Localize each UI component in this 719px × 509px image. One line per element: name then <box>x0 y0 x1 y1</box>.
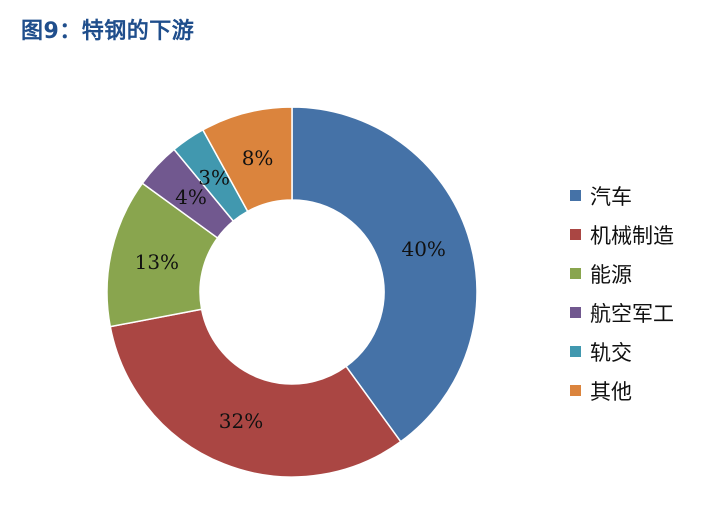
figure-title: 图9：特钢的下游 <box>21 19 195 44</box>
slice-label-1: 40% <box>401 237 445 261</box>
legend-label: 汽车 <box>590 184 632 209</box>
legend-label: 其他 <box>590 379 632 404</box>
slice-6 <box>201 106 293 213</box>
legend-label: 航空军工 <box>590 301 674 326</box>
legend-item-3: 能源 <box>570 254 674 293</box>
legend-item-2: 机械制造 <box>570 215 674 254</box>
legend-swatch <box>570 346 581 357</box>
legend-item-4: 航空军工 <box>570 293 674 332</box>
legend-swatch <box>570 190 581 201</box>
legend-label: 机械制造 <box>590 223 674 248</box>
legend-label: 能源 <box>590 262 632 287</box>
legend-swatch <box>570 385 581 396</box>
legend-label: 轨交 <box>590 340 632 365</box>
legend-item-1: 汽车 <box>570 176 674 215</box>
chart-legend: 汽车机械制造能源航空军工轨交其他 <box>570 176 674 410</box>
slice-label-3: 13% <box>135 250 179 274</box>
legend-swatch <box>570 268 581 279</box>
legend-swatch <box>570 307 581 318</box>
legend-item-6: 其他 <box>570 371 674 410</box>
legend-item-5: 轨交 <box>570 332 674 371</box>
slice-label-4: 4% <box>175 185 207 209</box>
slice-label-6: 8% <box>242 146 274 170</box>
slice-label-2: 32% <box>219 409 263 433</box>
legend-swatch <box>570 229 581 240</box>
slice-1 <box>291 106 478 443</box>
slice-2 <box>109 308 402 478</box>
